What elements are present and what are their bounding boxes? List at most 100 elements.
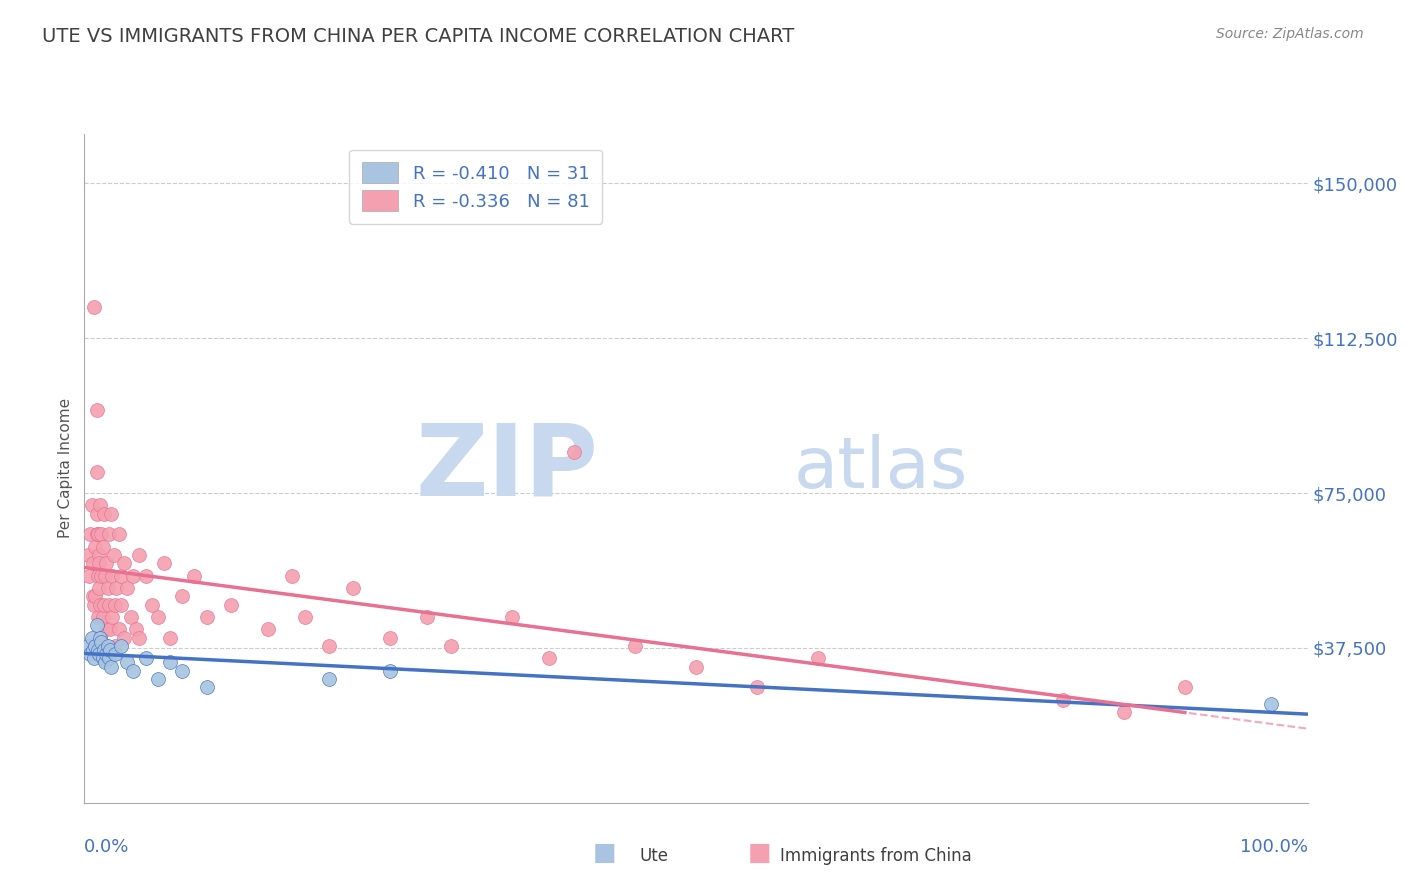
Point [318, 672, 340, 686]
Point [146, 672, 169, 686]
Point [501, 610, 523, 624]
Point [96, 647, 118, 661]
Point [318, 639, 340, 653]
Point [87, 556, 110, 570]
Point [342, 581, 364, 595]
Point [380, 631, 402, 645]
Point [83, 300, 105, 314]
Point [89, 631, 111, 645]
Point [281, 568, 304, 582]
Point [110, 568, 132, 582]
Point [86, 466, 108, 480]
Point [96, 556, 118, 570]
Point [89, 598, 111, 612]
Point [146, 610, 169, 624]
Point [83, 598, 105, 612]
Point [1260, 697, 1282, 711]
Point [195, 610, 218, 624]
Point [104, 598, 127, 612]
Point [84, 590, 107, 604]
Point [120, 610, 142, 624]
Point [87, 568, 110, 582]
Point [86, 618, 108, 632]
Point [87, 647, 110, 661]
Point [1052, 692, 1074, 706]
Point [93, 643, 115, 657]
Point [97, 651, 120, 665]
Point [1174, 680, 1197, 694]
Point [115, 656, 138, 670]
Point [87, 527, 110, 541]
Point [79, 647, 101, 661]
Point [97, 581, 120, 595]
Point [96, 623, 118, 637]
Point [624, 639, 647, 653]
Point [86, 527, 108, 541]
Text: UTE VS IMMIGRANTS FROM CHINA PER CAPITA INCOME CORRELATION CHART: UTE VS IMMIGRANTS FROM CHINA PER CAPITA … [42, 27, 794, 45]
Point [104, 647, 127, 661]
Point [80, 631, 103, 645]
Point [110, 639, 132, 653]
Point [86, 403, 108, 417]
Point [122, 664, 145, 678]
Point [77, 639, 100, 653]
Text: Ute: Ute [640, 847, 669, 865]
Point [159, 631, 181, 645]
Point [416, 610, 439, 624]
Point [93, 598, 115, 612]
Point [183, 568, 205, 582]
Point [97, 639, 120, 653]
Point [257, 623, 280, 637]
Point [107, 527, 129, 541]
Point [128, 631, 150, 645]
Point [101, 568, 124, 582]
Point [101, 610, 124, 624]
Point [91, 651, 114, 665]
Point [98, 643, 121, 657]
Point [104, 639, 127, 653]
Point [94, 656, 117, 670]
Text: atlas: atlas [794, 434, 969, 503]
Point [538, 651, 561, 665]
Point [128, 548, 150, 562]
Point [97, 598, 120, 612]
Point [80, 499, 103, 513]
Point [562, 444, 585, 458]
Point [195, 680, 218, 694]
Point [100, 507, 122, 521]
Point [87, 610, 110, 624]
Text: ZIP: ZIP [415, 420, 598, 516]
Point [90, 568, 112, 582]
Point [219, 598, 242, 612]
Point [83, 651, 105, 665]
Point [294, 610, 316, 624]
Point [172, 664, 194, 678]
Point [172, 590, 194, 604]
Point [90, 634, 112, 648]
Point [105, 581, 128, 595]
Point [89, 499, 111, 513]
Point [112, 556, 135, 570]
Point [77, 548, 100, 562]
Point [87, 548, 110, 562]
Point [103, 548, 125, 562]
Point [91, 540, 114, 554]
Point [380, 664, 402, 678]
Point [84, 540, 107, 554]
Text: 100.0%: 100.0% [1240, 838, 1308, 856]
Point [153, 556, 176, 570]
Point [440, 639, 463, 653]
Point [135, 568, 157, 582]
Point [159, 656, 181, 670]
Point [94, 568, 117, 582]
Point [82, 590, 104, 604]
Legend: R = -0.410   N = 31, R = -0.336   N = 81: R = -0.410 N = 31, R = -0.336 N = 81 [350, 150, 602, 224]
Point [84, 639, 107, 653]
Point [125, 623, 148, 637]
Point [115, 581, 138, 595]
Point [90, 527, 112, 541]
Point [122, 568, 145, 582]
Point [82, 643, 104, 657]
Point [100, 659, 122, 673]
Text: ■: ■ [748, 841, 770, 865]
